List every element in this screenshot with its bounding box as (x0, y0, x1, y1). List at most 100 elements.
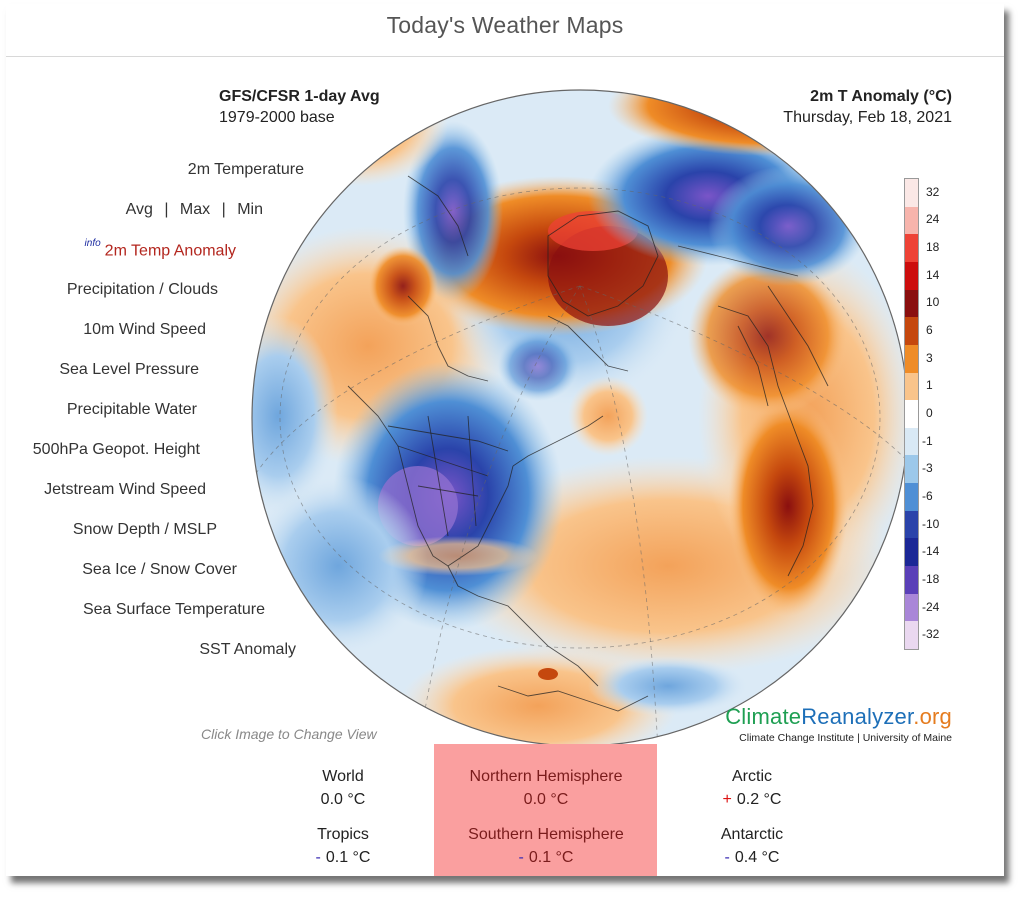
stat-antarctic[interactable]: Antarctic -0.4 °C (652, 826, 852, 867)
click-hint: Click Image to Change View (201, 726, 377, 742)
stat-world-name: World (322, 768, 364, 785)
stat-nh-name: Northern Hemisphere (469, 768, 623, 785)
model-name: GFS/CFSR 1-day Avg (219, 88, 380, 105)
menu-jetstream-wind-speed[interactable]: Jetstream Wind Speed (44, 481, 206, 498)
graticule (252, 187, 908, 746)
page-frame: Today's Weather Maps GFS/CFSR 1-day Avg … (6, 4, 1004, 876)
menu-avg[interactable]: Avg (125, 201, 153, 218)
legend-label: -32 (922, 627, 940, 642)
legend-swatch (905, 372, 918, 401)
stat-arctic[interactable]: Arctic +0.2 °C (652, 768, 852, 809)
legend-swatch (905, 317, 918, 346)
legend-swatch (905, 510, 918, 539)
legend-label: -14 (922, 544, 940, 559)
map-variable-info: 2m T Anomaly (°C) Thursday, Feb 18, 2021 (783, 86, 952, 128)
stat-tropics-value: -0.1 °C (243, 849, 443, 867)
menu-separator: | (164, 201, 169, 218)
brand-part-org: .org (913, 704, 952, 729)
legend-swatch (905, 289, 918, 318)
legend-swatch (905, 483, 918, 512)
map-model-info: GFS/CFSR 1-day Avg 1979-2000 base (219, 86, 380, 128)
stat-antarctic-sign: - (724, 849, 730, 866)
stat-arctic-sign: + (722, 791, 732, 808)
stat-tropics-name: Tropics (317, 826, 369, 843)
legend-swatch (905, 344, 918, 374)
stat-arctic-value: +0.2 °C (652, 791, 852, 809)
menu-2m-temperature[interactable]: 2m Temperature (187, 161, 304, 178)
menu-2m-temp-anomaly-label: 2m Temp Anomaly (104, 242, 236, 260)
legend-label: -24 (922, 599, 940, 614)
stat-arctic-name: Arctic (732, 768, 772, 785)
legend-label: 24 (926, 212, 940, 227)
coastlines (347, 175, 829, 712)
legend-label: 3 (926, 350, 933, 365)
legend-swatch (905, 234, 918, 263)
globe-svg (251, 89, 909, 747)
stat-world[interactable]: World 0.0 °C (243, 768, 443, 809)
legend-swatch (905, 593, 918, 622)
menu-precipitation-clouds[interactable]: Precipitation / Clouds (66, 281, 218, 298)
menu-snow-depth-mslp[interactable]: Snow Depth / MSLP (72, 521, 217, 538)
stat-antarctic-name: Antarctic (720, 826, 784, 843)
menu-separator: | (221, 201, 226, 218)
legend-swatch (905, 206, 918, 235)
legend-label: -6 (922, 488, 933, 503)
stat-antarctic-value: -0.4 °C (652, 849, 852, 867)
stat-sh-sign: - (518, 849, 524, 866)
legend-label: 32 (926, 184, 940, 199)
stat-tropics[interactable]: Tropics -0.1 °C (243, 826, 443, 867)
map-date: Thursday, Feb 18, 2021 (783, 109, 952, 126)
menu-sea-surface-temperature[interactable]: Sea Surface Temperature (82, 601, 265, 618)
stat-world-value: 0.0 °C (243, 791, 443, 809)
brand-logo[interactable]: ClimateReanalyzer.org (725, 704, 952, 730)
baseline-period: 1979-2000 base (219, 109, 335, 126)
menu-avg-max-min: Avg | Max | Min (126, 201, 263, 219)
menu-sea-ice-snow-cover[interactable]: Sea Ice / Snow Cover (82, 561, 237, 578)
legend-swatch (905, 455, 918, 484)
stat-arctic-number: 0.2 °C (736, 791, 782, 808)
page-header: Today's Weather Maps (6, 4, 1004, 57)
stat-southern-hemisphere[interactable]: Southern Hemisphere -0.1 °C (446, 826, 646, 867)
brand-block: ClimateReanalyzer.org Climate Change Ins… (725, 704, 952, 744)
stat-tropics-sign: - (315, 849, 321, 866)
legend-label: 6 (926, 323, 933, 338)
menu-sst-anomaly[interactable]: SST Anomaly (199, 641, 296, 658)
brand-subtitle: Climate Change Institute | University of… (739, 732, 952, 744)
anomaly-globe-map[interactable] (248, 86, 912, 750)
legend-swatch (905, 427, 918, 456)
brand-part-reanalyzer: Reanalyzer (801, 704, 914, 729)
stat-sh-value: -0.1 °C (446, 849, 646, 867)
legend-swatch (905, 400, 918, 429)
stat-nh-value: 0.0 °C (446, 791, 646, 809)
legend-label: 10 (926, 295, 940, 310)
stat-antarctic-number: 0.4 °C (734, 849, 780, 866)
legend-swatch (905, 179, 918, 208)
variable-name: 2m T Anomaly (°C) (810, 88, 952, 105)
stat-sh-number: 0.1 °C (528, 849, 574, 866)
anomaly-field (252, 90, 908, 746)
brand-part-climate: Climate (725, 704, 802, 729)
legend-label: 1 (926, 378, 933, 393)
info-link[interactable]: info (84, 238, 101, 249)
legend-label: -1 (922, 433, 933, 448)
legend-swatch (905, 566, 918, 595)
legend-label: -10 (922, 516, 940, 531)
menu-max[interactable]: Max (179, 201, 211, 218)
stat-nh-number: 0.0 °C (523, 791, 569, 808)
legend-label: 14 (926, 267, 940, 282)
stat-northern-hemisphere[interactable]: Northern Hemisphere 0.0 °C (446, 768, 646, 809)
menu-500hpa-geopot-height[interactable]: 500hPa Geopot. Height (32, 441, 200, 458)
legend-swatch (905, 621, 918, 650)
menu-precipitable-water[interactable]: Precipitable Water (66, 401, 197, 418)
legend-label: 18 (926, 240, 940, 255)
menu-sea-level-pressure[interactable]: Sea Level Pressure (59, 361, 199, 378)
menu-min[interactable]: Min (237, 201, 263, 218)
menu-10m-wind-speed[interactable]: 10m Wind Speed (83, 321, 206, 338)
color-legend: 32 24 18 14 10 6 3 1 0 -1 -3 -6 -10 -14 -18 -24 -32 (904, 178, 954, 650)
menu-2m-temp-anomaly[interactable]: info 2m Temp Anomaly (84, 238, 236, 260)
stat-tropics-number: 0.1 °C (325, 849, 371, 866)
regional-stats: World 0.0 °C Northern Hemisphere 0.0 °C … (6, 744, 1004, 876)
legend-swatch (905, 538, 918, 567)
legend-label: 0 (926, 406, 933, 420)
legend-label: -18 (922, 571, 940, 586)
